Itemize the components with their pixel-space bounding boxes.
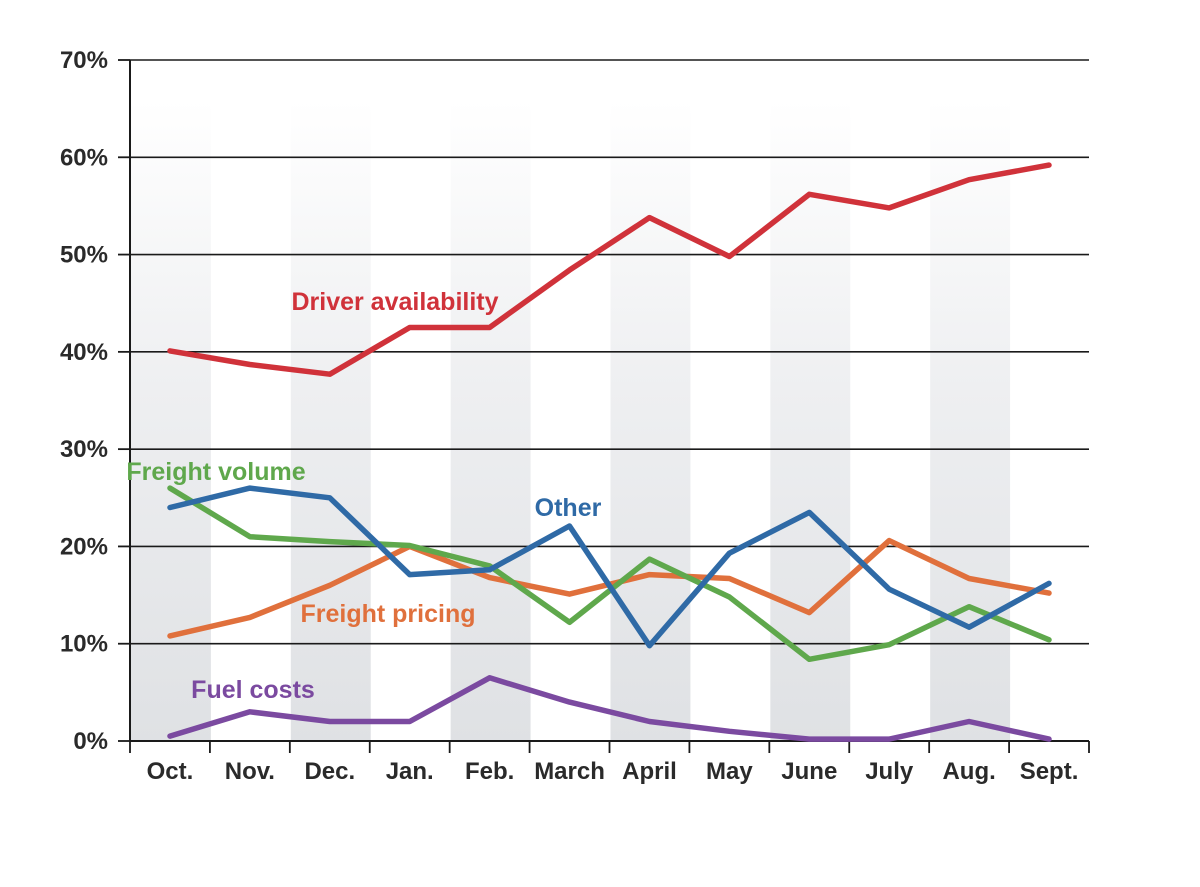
x-tick-label: June	[781, 758, 837, 785]
y-tick-label: 20%	[60, 533, 108, 560]
x-tick-label: Oct.	[147, 758, 194, 785]
x-tick-label: April	[622, 758, 677, 785]
x-tick-label: Nov.	[225, 758, 275, 785]
x-tick-label: Feb.	[465, 758, 514, 785]
axes	[129, 60, 1090, 753]
series-lines	[167, 162, 1052, 742]
y-tick-label: 0%	[73, 728, 108, 755]
band-4	[450, 100, 531, 741]
x-tick-label: Sept.	[1020, 758, 1079, 785]
band-10	[930, 100, 1011, 741]
y-tick-label: 70%	[60, 47, 108, 74]
y-tick-label: 10%	[60, 631, 108, 658]
x-tick-label: March	[534, 758, 605, 785]
y-tick-label: 60%	[60, 144, 108, 171]
series-label-freight-pricing: Freight pricing	[301, 600, 476, 628]
band-2	[290, 100, 371, 741]
series-line-driver-availability	[167, 162, 1052, 377]
x-tick-label: Aug.	[942, 758, 995, 785]
band-6	[610, 100, 691, 741]
series-label-other: Other	[535, 494, 602, 522]
series-line-fuel-costs	[167, 675, 1052, 742]
band-8	[770, 100, 851, 741]
x-tick-labels: Oct. Nov. Dec. Jan. Feb. March April May June Jul…	[147, 758, 1079, 785]
series-label-freight-volume: Freight volume	[126, 458, 305, 486]
x-tick-label: Dec.	[304, 758, 355, 785]
series-label-driver-availability: Driver availability	[291, 288, 498, 316]
y-tick-label: 30%	[60, 436, 108, 463]
series-label-fuel-costs: Fuel costs	[191, 676, 315, 704]
x-tick-label: Jan.	[386, 758, 434, 785]
y-tick-label: 50%	[60, 242, 108, 269]
series-labels: Driver availability Freight volume Other Fr…	[126, 288, 601, 704]
gridlines	[118, 59, 1089, 742]
background-bands	[131, 100, 1011, 741]
x-tick-label: May	[706, 758, 753, 785]
y-tick-labels: 0% 10% 20% 30% 40% 50% 60% 70%	[60, 47, 108, 755]
series-line-other	[167, 485, 1052, 649]
band-0	[131, 100, 211, 741]
y-tick-label: 40%	[60, 339, 108, 366]
x-tick-label: July	[865, 758, 914, 785]
